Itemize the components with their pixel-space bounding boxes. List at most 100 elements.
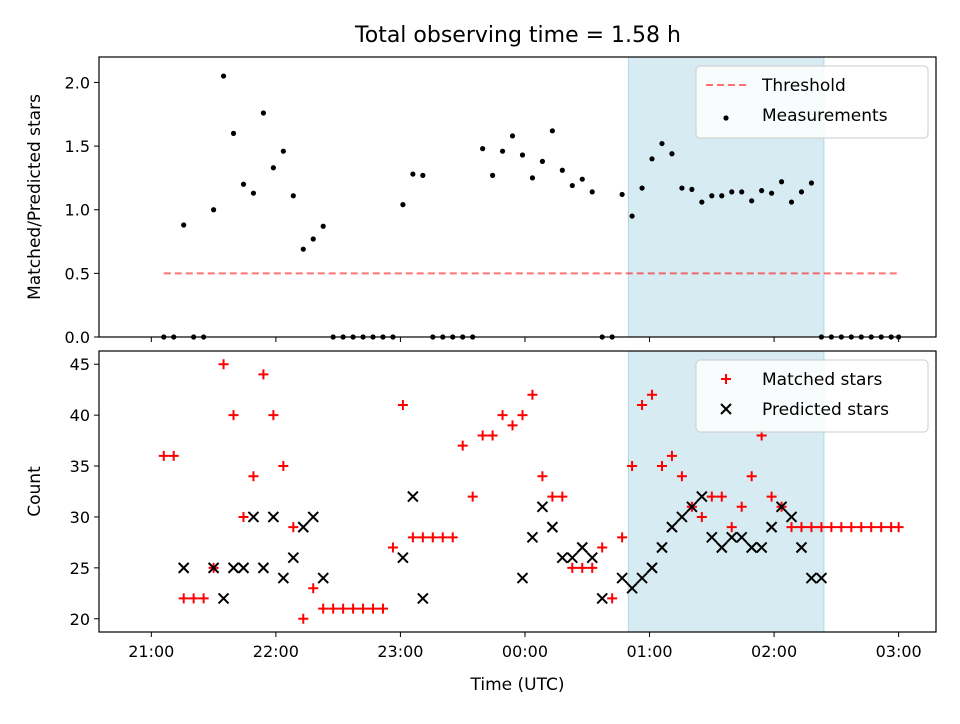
data-point [217,592,230,605]
data-point [567,562,578,573]
data-point [480,146,486,152]
data-point [649,156,655,162]
data-point [270,165,276,171]
data-point [676,511,688,523]
data-point [207,562,220,574]
data-point [646,562,658,574]
y-tick-label: 0.0 [65,328,90,347]
data-point [507,420,518,431]
data-point [218,359,229,370]
data-point [826,522,837,533]
data-point [250,190,257,196]
data-point [477,430,488,441]
data-point [689,186,695,192]
data-point [358,603,369,614]
data-point [158,450,169,461]
data-point [786,522,797,533]
data-point [348,603,359,614]
data-point [228,410,239,421]
y-tick-label: 0.5 [65,264,90,283]
y-tick-label: 20 [70,610,90,629]
axes-frame [98,350,937,633]
data-point [248,471,259,482]
data-point [596,592,608,605]
data-point [268,410,279,421]
data-point [696,511,707,522]
data-point [577,562,588,573]
data-point [836,522,847,533]
data-point [267,511,280,523]
legend-label: Threshold [761,76,846,96]
data-point [290,193,296,199]
data-point [627,461,638,472]
y-axis-label: Count [25,466,45,517]
data-point [237,562,250,574]
data-point [768,190,775,196]
data-point [659,140,665,147]
data-point [626,582,638,594]
data-point [368,603,379,614]
x-tick-label: 02:00 [751,642,797,661]
data-point [177,562,190,574]
data-point [536,501,549,513]
legend: Threshold Measurements [695,65,929,139]
y-tick-label: 30 [70,508,90,527]
data-point [719,193,725,199]
data-point [557,491,568,502]
data-point [746,471,757,482]
data-point [629,213,635,219]
data-point [579,176,585,182]
y-tick-label: 1.0 [65,201,90,220]
data-point [427,532,438,543]
data-point [788,199,795,205]
data-point [168,450,179,461]
data-point [639,185,645,191]
data-point [656,461,667,472]
y-tick-label: 1.5 [65,137,90,156]
data-point [181,222,187,228]
top-panel: 0.0 0.5 1.0 1.5 2.0 Matched/Predicted stars Th… [25,56,937,347]
bottom-panel: 20 25 30 35 40 45 21:00 22:00 23:00 00:00 01:00 02:… [25,350,937,695]
data-point [729,189,735,195]
axes-frame [98,56,937,338]
data-point [258,369,269,380]
data-point [517,410,528,421]
x-tick-label: 22:00 [253,642,299,661]
data-point [420,172,426,178]
data-point [739,189,745,195]
data-point [749,198,755,204]
data-point [320,223,326,229]
data-point [549,128,555,134]
y-axis-label: Matched/Predicted stars [25,94,45,300]
data-point [227,562,240,574]
data-point [676,471,687,482]
data-point [735,531,748,544]
data-point [280,148,286,154]
data-point [547,491,558,502]
data-point [288,522,299,533]
y-tick-label: 35 [70,457,90,476]
data-point [893,522,904,533]
data-point [338,603,349,614]
data-point [699,199,705,205]
data-point [607,593,618,604]
data-point [210,207,217,213]
x-tick-label: 00:00 [502,642,548,661]
data-point [317,572,329,584]
data-point [257,562,270,574]
data-point [569,182,575,189]
data-point [447,532,458,543]
data-point [188,593,199,604]
data-point [619,191,625,198]
data-point [247,511,260,523]
data-point [759,188,765,194]
y-tick-label: 45 [70,355,90,374]
data-point [679,185,685,191]
data-point [587,562,598,573]
data-point [400,202,406,208]
x-axis-label: Time (UTC) [470,675,565,695]
data-point [297,521,309,533]
data-point [527,389,538,400]
data-point [766,491,777,502]
